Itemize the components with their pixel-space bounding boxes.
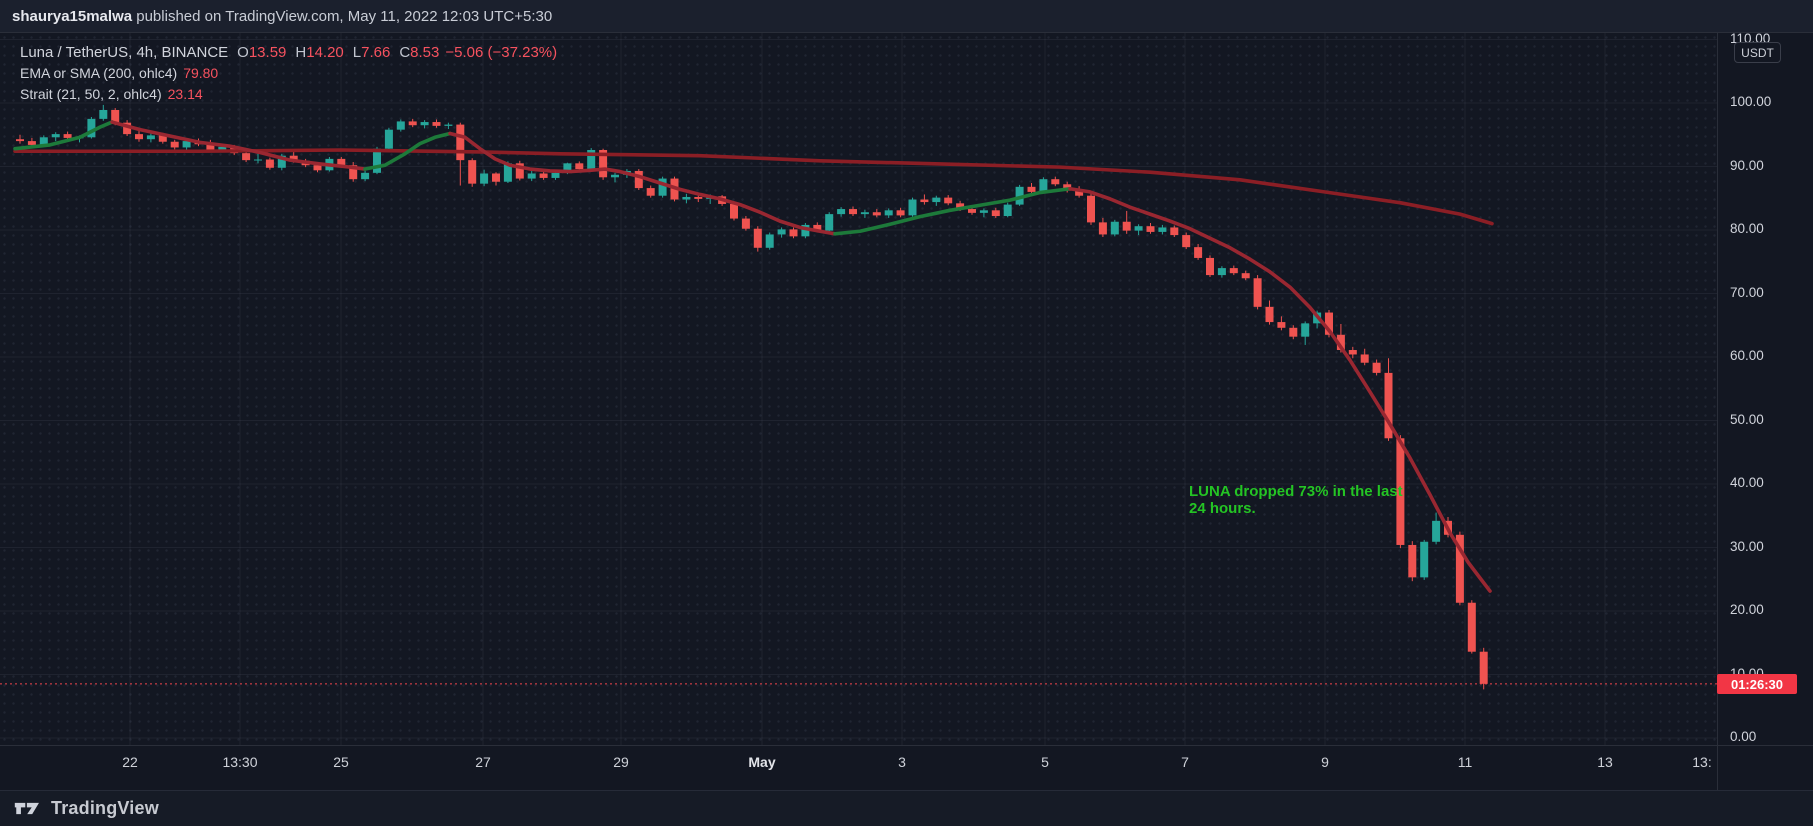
time-tick-11[interactable]: 11 (1457, 754, 1473, 770)
close-label: C (399, 44, 411, 61)
time-tick-may[interactable]: May (748, 754, 776, 770)
time-tick-7[interactable]: 7 (1181, 754, 1189, 770)
author-name: shaurya15malwa (12, 7, 133, 25)
price-tick-100[interactable]: 100.00 (1730, 94, 1772, 109)
legend-indicator2-row[interactable]: Strait (21, 50, 2, ohlc4) 23.14 (20, 86, 557, 107)
time-tick-13b[interactable]: 13: (1692, 754, 1712, 770)
legend-symbol-row[interactable]: Luna / TetherUS, 4h, BINANCE O 13.59 H 14.… (20, 44, 557, 65)
tradingview-logo-icon[interactable] (14, 800, 43, 817)
price-axis-border (1717, 33, 1718, 790)
chart-legend: Luna / TetherUS, 4h, BINANCE O 13.59 H 14.… (20, 44, 557, 107)
bar-countdown-badge: 01:26:30 (1717, 674, 1797, 694)
price-tick-60[interactable]: 60.00 (1730, 348, 1764, 363)
time-tick-5[interactable]: 5 (1041, 754, 1049, 770)
time-tick-3[interactable]: 3 (898, 754, 906, 770)
tradingview-brand[interactable]: TradingView (51, 798, 159, 818)
close-value: 8.53 (410, 44, 440, 61)
time-tick-9[interactable]: 9 (1321, 754, 1329, 770)
currency-unit-badge[interactable]: USDT (1734, 42, 1781, 63)
time-tick-29[interactable]: 29 (613, 754, 629, 770)
symbol-title[interactable]: Luna / TetherUS, 4h, BINANCE (20, 44, 229, 61)
indicator1-name[interactable]: EMA or SMA (200, ohlc4) (20, 65, 178, 81)
low-label: L (352, 44, 362, 61)
high-label: H (295, 44, 307, 61)
price-tick-50[interactable]: 50.00 (1730, 411, 1764, 427)
price-tick-110[interactable]: 110.00 (1730, 30, 1771, 46)
footer-border (0, 790, 1813, 791)
time-tick-27[interactable]: 27 (475, 754, 491, 770)
price-tick-20[interactable]: 20.00 (1730, 602, 1764, 617)
open-label: O (237, 44, 249, 61)
snapshot-footer: TradingView (0, 791, 1813, 826)
price-tick-90[interactable]: 90.00 (1730, 157, 1764, 173)
time-tick-22[interactable]: 22 (122, 754, 138, 770)
price-tick-40[interactable]: 40.00 (1730, 475, 1764, 490)
price-tick-70[interactable]: 70.00 (1730, 284, 1764, 300)
publish-info: published on TradingView.com, May 11, 20… (132, 7, 553, 25)
annotation-line2: 24 hours. (1189, 500, 1256, 517)
chart-annotation: LUNA dropped 73% in the last 24 hours. (1189, 483, 1403, 517)
open-value: 13.59 (248, 44, 287, 61)
time-tick-13[interactable]: 13 (1597, 754, 1613, 770)
low-value: 7.66 (361, 44, 391, 61)
change-value: −5.06 (−37.23%) (445, 44, 558, 61)
snapshot-header: shaurya15malwa published on TradingView.… (0, 0, 1813, 33)
indicator2-value: 23.14 (167, 86, 203, 102)
indicator2-name[interactable]: Strait (21, 50, 2, ohlc4) (20, 86, 162, 102)
annotation-line1: LUNA dropped 73% in the last (1189, 483, 1403, 500)
time-axis-border (0, 745, 1813, 746)
price-tick-0[interactable]: 0.00 (1730, 729, 1757, 744)
legend-indicator1-row[interactable]: EMA or SMA (200, ohlc4) 79.80 (20, 65, 557, 86)
indicator1-value: 79.80 (183, 65, 219, 81)
price-tick-80[interactable]: 80.00 (1730, 221, 1764, 236)
time-tick-1330[interactable]: 13:30 (222, 754, 258, 770)
high-value: 14.20 (306, 44, 344, 61)
time-tick-25[interactable]: 25 (333, 754, 349, 770)
price-tick-30[interactable]: 30.00 (1730, 538, 1764, 554)
